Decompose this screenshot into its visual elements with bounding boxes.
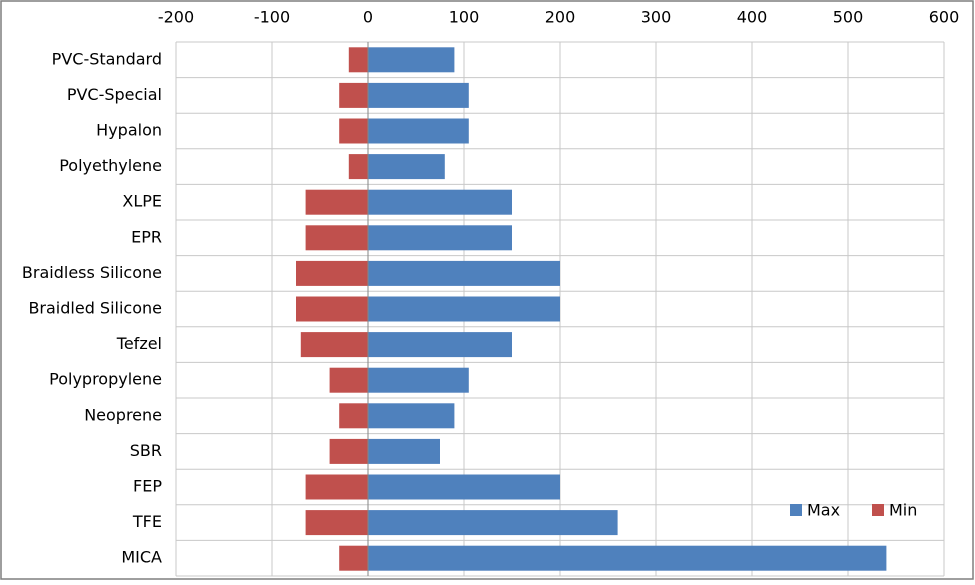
y-tick-label: EPR <box>131 227 162 246</box>
y-tick-label: FEP <box>133 477 162 496</box>
bar <box>305 510 368 536</box>
legend-swatch <box>872 504 884 516</box>
bar <box>296 296 368 322</box>
y-tick-label: Braidled Silicone <box>28 299 162 318</box>
bar <box>368 260 560 286</box>
bar <box>339 82 368 108</box>
legend-label: Min <box>889 501 917 520</box>
x-tick-label: -100 <box>254 8 290 27</box>
y-tick-label: SBR <box>130 441 162 460</box>
bar <box>329 438 368 464</box>
bar <box>368 332 512 358</box>
legend-swatch <box>790 504 802 516</box>
y-tick-label: Polypropylene <box>49 370 162 389</box>
bar <box>368 510 618 536</box>
bar <box>368 438 440 464</box>
bar <box>305 225 368 251</box>
bar <box>329 367 368 393</box>
y-tick-label: XLPE <box>122 192 162 211</box>
x-tick-label: 600 <box>929 8 960 27</box>
bar <box>368 118 469 144</box>
y-tick-label: Tefzel <box>116 334 162 353</box>
bar <box>368 474 560 500</box>
bar <box>368 367 469 393</box>
x-tick-label: -200 <box>158 8 194 27</box>
bar <box>368 403 455 429</box>
x-tick-label: 100 <box>449 8 480 27</box>
bar <box>305 474 368 500</box>
bar <box>368 47 455 73</box>
bar <box>368 296 560 322</box>
x-tick-label: 400 <box>737 8 768 27</box>
y-tick-label: TFE <box>132 512 162 531</box>
x-tick-label: 200 <box>545 8 576 27</box>
y-tick-label: MICA <box>121 548 162 567</box>
bar <box>368 82 469 108</box>
y-tick-label: Hypalon <box>96 121 162 140</box>
bar <box>368 189 512 215</box>
bar <box>296 260 368 286</box>
legend-label: Max <box>807 501 840 520</box>
y-tick-label: Polyethylene <box>59 156 162 175</box>
y-tick-label: Braidless Silicone <box>22 263 162 282</box>
bar <box>348 47 368 73</box>
bar <box>339 545 368 571</box>
bar <box>300 332 368 358</box>
x-tick-label: 300 <box>641 8 672 27</box>
bar <box>348 154 368 180</box>
bar <box>368 154 445 180</box>
bar <box>339 403 368 429</box>
y-tick-label: PVC-Special <box>67 85 162 104</box>
bar <box>368 225 512 251</box>
y-tick-label: Neoprene <box>84 405 162 424</box>
x-tick-label: 0 <box>363 8 373 27</box>
bar <box>305 189 368 215</box>
bar <box>368 545 887 571</box>
y-tick-label: PVC-Standard <box>52 49 162 68</box>
x-tick-label: 500 <box>833 8 864 27</box>
bar <box>339 118 368 144</box>
